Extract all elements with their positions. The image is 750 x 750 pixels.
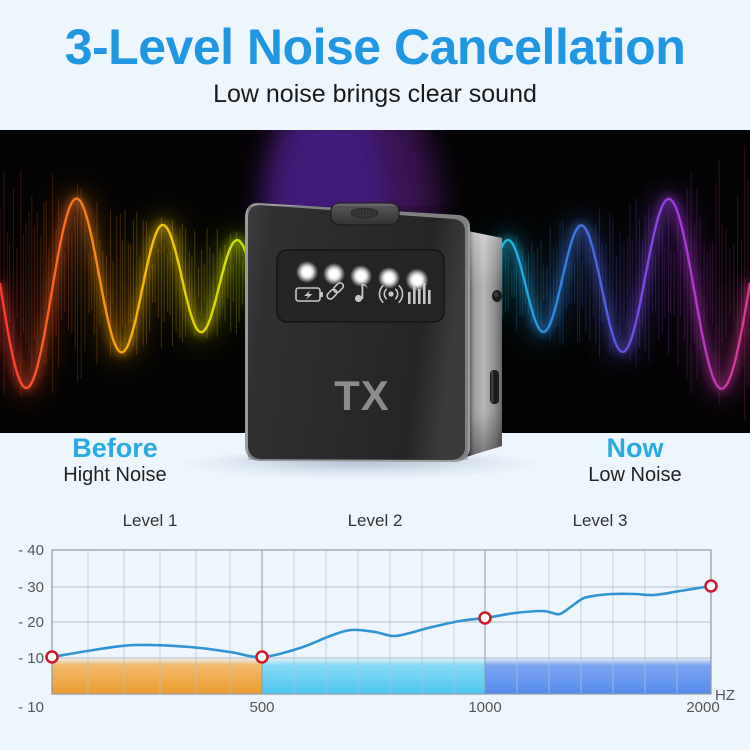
svg-text:- 10: - 10 xyxy=(18,699,44,716)
svg-text:- 20: - 20 xyxy=(18,614,44,631)
svg-text:- 30: - 30 xyxy=(18,579,44,596)
svg-text:TX: TX xyxy=(334,372,390,419)
svg-text:HZ: HZ xyxy=(715,687,735,704)
svg-text:- 40: - 40 xyxy=(18,542,44,559)
svg-text:500: 500 xyxy=(249,699,274,716)
svg-text:1000: 1000 xyxy=(468,699,501,716)
svg-text:- 10: - 10 xyxy=(18,650,44,667)
